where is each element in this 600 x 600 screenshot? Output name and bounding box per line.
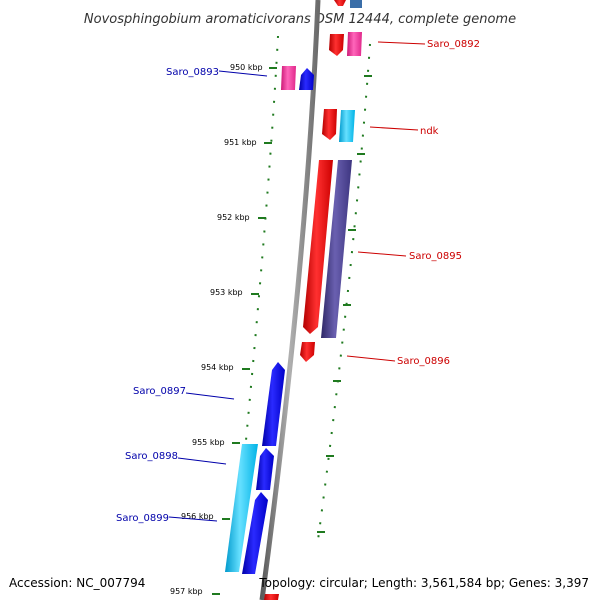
gene-label-saro-0893[interactable]: Saro_0893 <box>166 67 219 78</box>
topology-text: Topology: circular; Length: 3,561,584 bp… <box>258 576 589 590</box>
gene-arrow-saro-0892-prev[interactable] <box>334 0 346 6</box>
map-title: Novosphingobium aromaticivorans DSM 1244… <box>84 12 516 27</box>
gene-arrow-saro-0893-pink[interactable] <box>281 66 296 90</box>
gene-arrow-ndk-cyan[interactable] <box>339 110 355 142</box>
gene-arrow-saro-0892-pink[interactable] <box>347 32 362 56</box>
gene-label-ndk[interactable]: ndk <box>420 126 439 137</box>
gene-arrow-ndk-red[interactable] <box>322 109 337 140</box>
gene-label-saro-0892[interactable]: Saro_0892 <box>427 39 480 50</box>
gene-arrow-bottom-red[interactable] <box>264 594 279 600</box>
kbp-label-957: 957 kbp <box>170 587 203 596</box>
label-leaders <box>168 41 426 522</box>
kbp-label-953: 953 kbp <box>210 288 243 297</box>
gene-arrow-saro-0898[interactable] <box>256 448 274 490</box>
genes-reverse[interactable] <box>225 66 314 600</box>
genome-backbone <box>259 0 321 600</box>
genes-forward[interactable] <box>300 0 362 362</box>
kbp-label-955: 955 kbp <box>192 438 225 447</box>
gene-arrow-saro-0899-cyan[interactable] <box>225 444 258 572</box>
kbp-label-952: 952 kbp <box>217 213 250 222</box>
kbp-label-954: 954 kbp <box>201 363 234 372</box>
kbp-label-956: 956 kbp <box>181 512 214 521</box>
gene-arrow-saro-0897[interactable] <box>262 362 285 446</box>
gene-label-saro-0896[interactable]: Saro_0896 <box>397 356 450 367</box>
kbp-label-950: 950 kbp <box>230 63 263 72</box>
gene-arrow-saro-0895-purple[interactable] <box>321 160 352 338</box>
gene-label-saro-0899[interactable]: Saro_0899 <box>116 513 169 524</box>
gene-arrow-saro-0895-red[interactable] <box>303 160 333 334</box>
gene-label-saro-0897[interactable]: Saro_0897 <box>133 386 186 397</box>
gene-arrow-saro-0896[interactable] <box>300 342 315 362</box>
gene-arrow-saro-0899-blue[interactable] <box>242 492 268 574</box>
kbp-label-951: 951 kbp <box>224 138 257 147</box>
kbp-labels: 950 kbp 951 kbp 952 kbp 953 kbp 954 kbp … <box>170 63 263 596</box>
gene-arrow-saro-0893-blue[interactable] <box>299 68 314 90</box>
tick-marks <box>212 67 372 595</box>
gene-labels: Saro_0892 Saro_0893 ndk Saro_0895 Saro_0… <box>116 39 480 524</box>
gene-label-saro-0895[interactable]: Saro_0895 <box>409 251 462 262</box>
accession-text: Accession: NC_007794 <box>9 576 145 590</box>
gene-arrow-saro-0892-red[interactable] <box>329 34 344 56</box>
gene-arrow-saro-0892-top[interactable] <box>350 0 362 8</box>
gene-label-saro-0898[interactable]: Saro_0898 <box>125 451 178 462</box>
